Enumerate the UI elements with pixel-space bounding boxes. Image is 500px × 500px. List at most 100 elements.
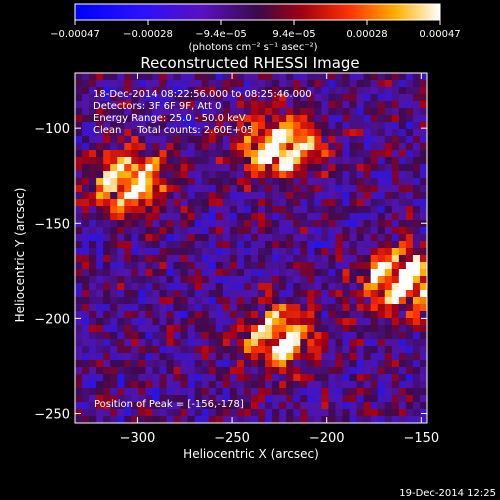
heatmap-cell <box>342 115 350 123</box>
heatmap-cell <box>391 346 400 354</box>
heatmap-cell <box>82 227 90 235</box>
heatmap-cell <box>419 108 428 116</box>
info-time-range: 18-Dec-2014 08:22:56.000 to 08:25:46.000 <box>93 89 312 100</box>
heatmap-cell <box>187 269 195 277</box>
heatmap-cell <box>398 325 407 333</box>
heatmap-cell <box>398 269 407 277</box>
heatmap-cell <box>314 122 322 130</box>
heatmap-cell <box>251 367 259 375</box>
heatmap-cell <box>131 143 139 151</box>
heatmap-cell <box>384 241 393 249</box>
heatmap-cell <box>349 80 357 88</box>
heatmap-cell <box>279 367 287 375</box>
heatmap-cell <box>251 206 259 214</box>
heatmap-cell <box>222 199 231 207</box>
heatmap-cell <box>117 80 125 88</box>
heatmap-cell <box>342 248 350 256</box>
heatmap-cell <box>265 136 273 144</box>
heatmap-cell <box>159 360 167 368</box>
heatmap-cell <box>243 332 252 340</box>
heatmap-cell <box>377 381 386 389</box>
heatmap-cell <box>370 80 379 88</box>
heatmap-cell <box>229 248 238 256</box>
heatmap-cell <box>75 311 83 319</box>
heatmap-cell <box>335 143 343 151</box>
heatmap-cell <box>208 339 217 347</box>
heatmap-cell <box>243 262 252 270</box>
heatmap-cell <box>138 339 146 347</box>
heatmap-cell <box>117 353 125 361</box>
heatmap-cell <box>187 94 195 102</box>
heatmap-cell <box>391 157 400 165</box>
heatmap-cell <box>272 157 280 165</box>
heatmap-cell <box>363 241 371 249</box>
heatmap-cell <box>356 353 364 361</box>
heatmap-cell <box>194 255 203 263</box>
heatmap-cell <box>335 248 343 256</box>
heatmap-cell <box>412 115 421 123</box>
heatmap-cell <box>293 150 301 158</box>
heatmap-cell <box>173 241 181 249</box>
heatmap-cell <box>286 402 294 410</box>
heatmap-cell <box>384 164 393 172</box>
heatmap-cell <box>229 171 238 179</box>
heatmap-cell <box>75 73 83 81</box>
heatmap-cell <box>117 255 125 263</box>
heatmap-cell <box>166 416 174 424</box>
heatmap-cell <box>215 115 224 123</box>
heatmap-cell <box>236 227 245 235</box>
heatmap-cell <box>335 367 343 375</box>
heatmap-cell <box>356 248 364 256</box>
heatmap-cell <box>110 332 118 340</box>
heatmap-cell <box>103 178 111 186</box>
heatmap-cell <box>314 73 322 81</box>
heatmap-cell <box>222 318 231 326</box>
heatmap-cell <box>243 171 252 179</box>
heatmap-cell <box>229 178 238 186</box>
heatmap-cell <box>180 360 188 368</box>
heatmap-cell <box>300 108 308 116</box>
heatmap-cell <box>131 381 139 389</box>
heatmap-cell <box>82 73 90 81</box>
heatmap-cell <box>377 234 386 242</box>
heatmap-cell <box>363 360 371 368</box>
heatmap-cell <box>117 241 125 249</box>
heatmap-cell <box>201 185 210 193</box>
heatmap-cell <box>117 416 125 424</box>
heatmap-cell <box>173 143 181 151</box>
heatmap-cell <box>159 171 167 179</box>
heatmap-cell <box>236 73 245 81</box>
heatmap-cell <box>229 185 238 193</box>
heatmap-cell <box>89 269 97 277</box>
heatmap-cell <box>342 80 350 88</box>
heatmap-cell <box>173 297 181 305</box>
heatmap-cell <box>194 101 203 109</box>
heatmap-cell <box>173 381 181 389</box>
heatmap-cell <box>370 213 379 221</box>
heatmap-cell <box>377 388 386 396</box>
heatmap-cell <box>152 234 160 242</box>
heatmap-cell <box>124 332 132 340</box>
heatmap-cell <box>342 402 350 410</box>
heatmap-cell <box>243 115 252 123</box>
heatmap-cell <box>356 87 364 95</box>
heatmap-cell <box>145 178 153 186</box>
heatmap-cell <box>145 234 153 242</box>
heatmap-cell <box>117 136 125 144</box>
heatmap-cell <box>265 185 273 193</box>
heatmap-cell <box>229 269 238 277</box>
heatmap-cell <box>321 374 329 382</box>
heatmap-cell <box>138 227 146 235</box>
heatmap-cell <box>166 87 174 95</box>
heatmap-cell <box>243 360 252 368</box>
heatmap-cell <box>75 416 83 424</box>
heatmap-cell <box>328 367 336 375</box>
heatmap-cell <box>124 402 132 410</box>
heatmap-cell <box>314 199 322 207</box>
heatmap-cell <box>131 157 139 165</box>
heatmap-cell <box>384 80 393 88</box>
heatmap-cell <box>166 346 174 354</box>
heatmap-cell <box>279 339 287 347</box>
heatmap-cell <box>398 206 407 214</box>
heatmap-cell <box>349 115 357 123</box>
